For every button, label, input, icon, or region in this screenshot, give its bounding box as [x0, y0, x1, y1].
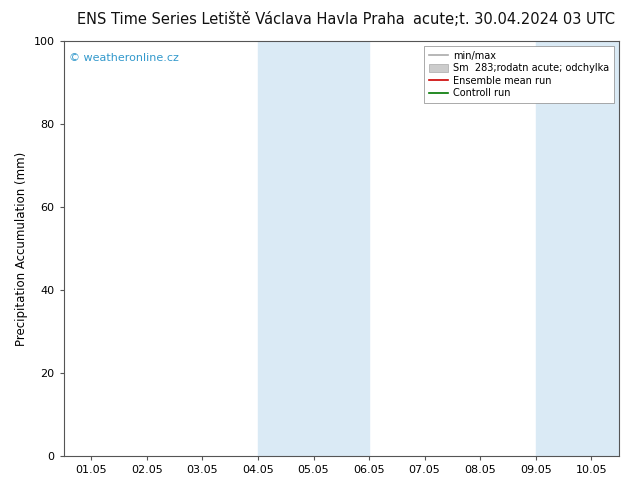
Bar: [258, 41, 369, 456]
Text: © weatheronline.cz: © weatheronline.cz: [69, 53, 179, 64]
Y-axis label: Precipitation Accumulation (mm): Precipitation Accumulation (mm): [15, 151, 28, 345]
Text: acute;t. 30.04.2024 03 UTC: acute;t. 30.04.2024 03 UTC: [413, 12, 615, 27]
Text: ENS Time Series Letiště Václava Havla Praha: ENS Time Series Letiště Václava Havla Pr…: [77, 12, 404, 27]
Legend: min/max, Sm  283;rodatn acute; odchylka, Ensemble mean run, Controll run: min/max, Sm 283;rodatn acute; odchylka, …: [424, 46, 614, 103]
Bar: [536, 41, 619, 456]
